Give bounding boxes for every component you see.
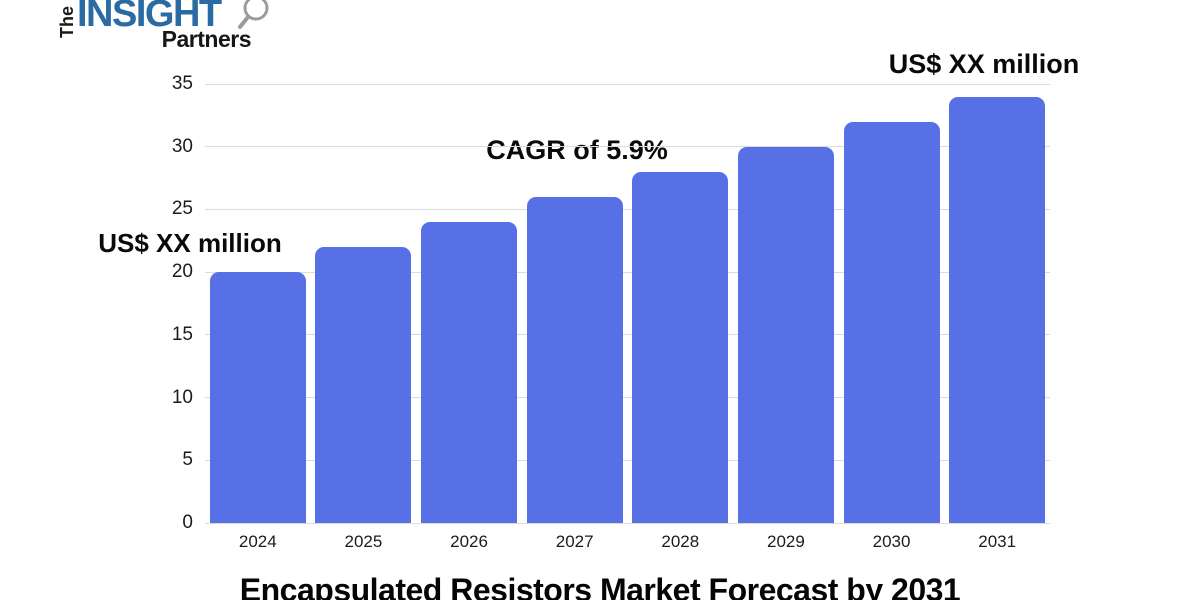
gridline-y-25 xyxy=(205,208,1050,210)
annotation-first-bar-value: US$ XX million xyxy=(98,228,282,258)
y-axis-tick-10: 10 xyxy=(171,386,193,408)
gridline-y-20 xyxy=(205,271,1050,273)
annotation-last-bar-value: US$ XX million xyxy=(888,49,1080,79)
plot-area: 0 5 10 15 20 25 30 35 2024 2025 2026 2027 2028 2029 20… xyxy=(172,73,1050,551)
y-axis-tick-5: 5 xyxy=(182,449,193,471)
bar-2030 xyxy=(843,121,940,523)
magnifier-icon xyxy=(238,0,269,29)
chart-title: Encapsulated Resistors Market Forecast b… xyxy=(239,572,961,600)
y-axis-tick-20: 20 xyxy=(171,261,193,283)
x-axis-tick-2029: 2029 xyxy=(767,532,805,551)
gridline-y-35 xyxy=(205,83,1050,85)
gridline-y-5 xyxy=(205,459,1050,461)
annotation-cagr: CAGR of 5.9% xyxy=(486,135,668,165)
bar-2031 xyxy=(949,96,1046,523)
gridline-y-10 xyxy=(205,397,1050,399)
x-axis-tick-2030: 2030 xyxy=(872,532,911,551)
y-axis-tick-15: 15 xyxy=(171,323,193,345)
y-axis-tick-0: 0 xyxy=(182,512,193,533)
logo-insight-text: INSIGHT xyxy=(77,0,222,35)
x-axis-tick-2026: 2026 xyxy=(450,532,488,551)
gridline-y-0 xyxy=(205,522,1050,524)
y-axis-tick-35: 35 xyxy=(171,73,193,94)
bar-2028 xyxy=(632,171,729,523)
x-axis-tick-2025: 2025 xyxy=(344,532,383,551)
y-axis-tick-25: 25 xyxy=(171,198,193,220)
x-axis-tick-2024: 2024 xyxy=(238,532,277,551)
bar-2029 xyxy=(737,146,834,523)
y-axis-tick-30: 30 xyxy=(171,135,193,157)
bar-2024 xyxy=(209,272,306,523)
gridline-y-15 xyxy=(205,334,1050,336)
brand-logo: The INSIGHT Partners xyxy=(55,0,285,58)
gridline-y-30 xyxy=(205,146,1050,148)
x-axis-tick-2031: 2031 xyxy=(978,532,1017,551)
x-axis-tick-2027: 2027 xyxy=(555,532,594,551)
bar-2025 xyxy=(315,247,412,523)
x-axis-tick-2028: 2028 xyxy=(661,532,700,551)
logo-partners-text: Partners xyxy=(161,26,252,52)
bar-2027 xyxy=(526,196,623,523)
bar-2026 xyxy=(421,221,518,523)
